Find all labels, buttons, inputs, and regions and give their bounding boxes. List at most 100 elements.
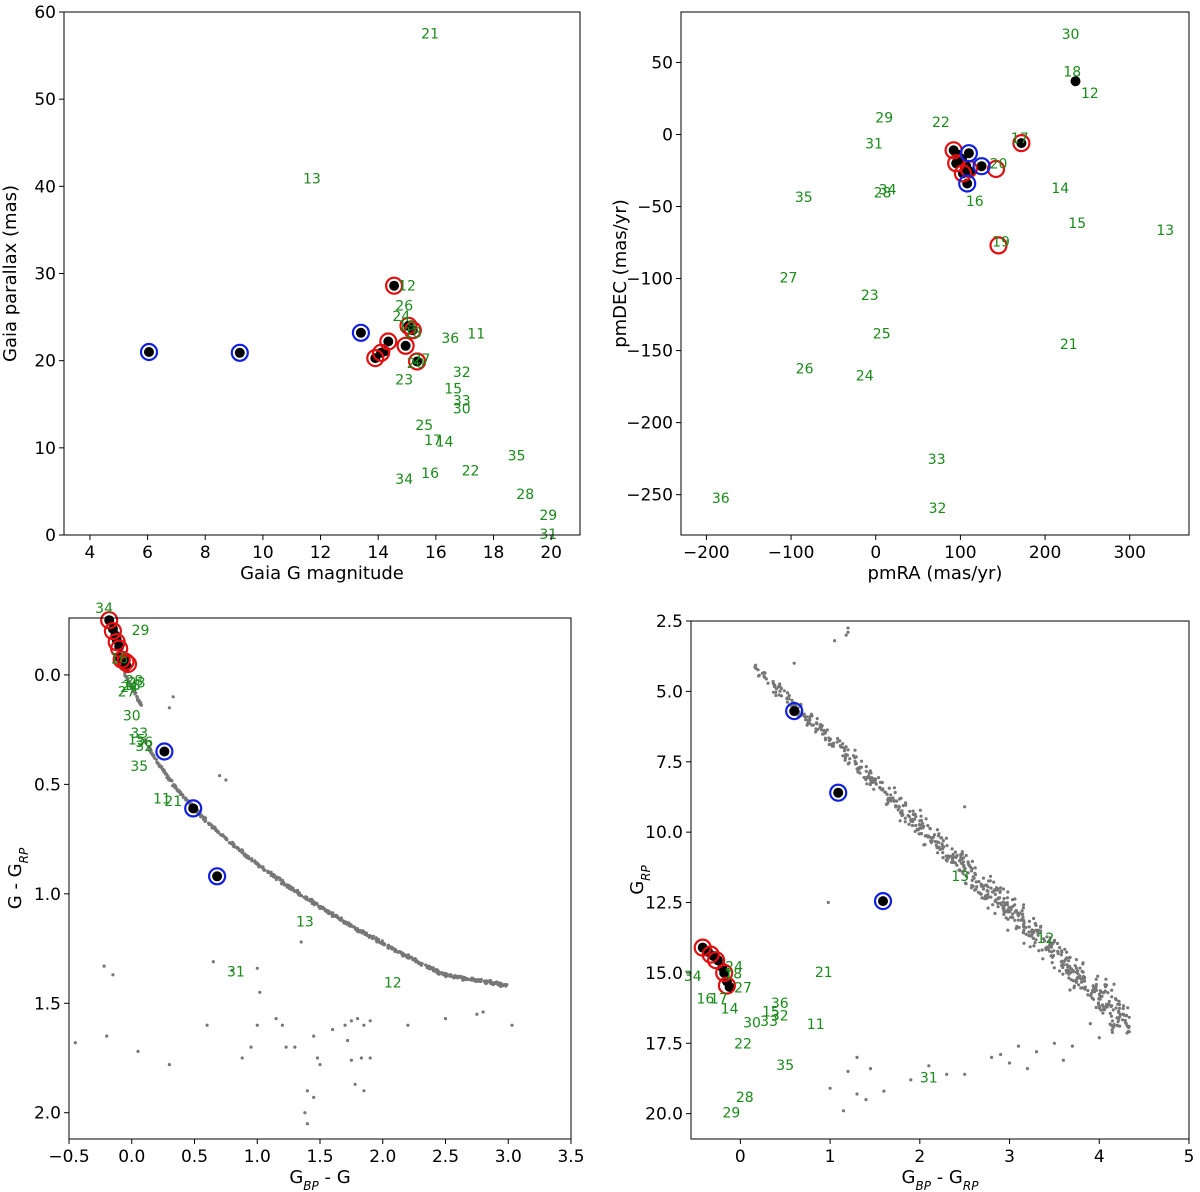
background-star — [1068, 988, 1072, 992]
background-star — [126, 678, 130, 683]
star-id-label: 36 — [712, 491, 730, 507]
background-star — [913, 829, 917, 834]
red-ring-marker — [715, 963, 734, 983]
y-tick-label: 10.0 — [645, 823, 683, 843]
star-id-label: 27 — [118, 684, 136, 700]
background-star — [992, 880, 996, 884]
x-axis-label: pmRA (mas/yr) — [868, 563, 1003, 584]
x-tick-label: −0.5 — [48, 1147, 89, 1167]
background-star — [963, 1072, 967, 1076]
background-star — [846, 1069, 850, 1073]
background-star — [1081, 986, 1085, 990]
background-star — [903, 820, 907, 824]
background-star — [175, 788, 179, 792]
background-star — [237, 847, 241, 851]
background-star — [839, 745, 843, 749]
red-ring-marker — [706, 951, 726, 970]
y-tick-label: 2.0 — [34, 1104, 61, 1124]
background-star — [463, 976, 467, 980]
background-star — [1051, 954, 1056, 958]
background-star — [207, 821, 211, 825]
data-point — [400, 340, 411, 351]
background-star — [1089, 991, 1094, 995]
star-id-label: 29 — [722, 1106, 740, 1122]
x-tick-label: 0 — [735, 1147, 746, 1167]
background-star — [874, 782, 878, 786]
background-star — [1094, 977, 1098, 981]
background-star — [1037, 949, 1041, 953]
background-star — [1069, 967, 1073, 971]
background-star — [1072, 986, 1076, 990]
y-tick-label: 40 — [34, 177, 56, 197]
background-star — [492, 982, 496, 986]
background-star — [913, 812, 917, 816]
y-tick-label: 10 — [34, 439, 56, 459]
background-star — [843, 754, 847, 759]
star-id-label: 28 — [736, 1090, 754, 1106]
star-id-label: 27 — [734, 980, 752, 996]
background-star — [136, 1049, 140, 1053]
background-star — [1077, 983, 1081, 987]
background-star — [951, 854, 955, 858]
background-star — [1048, 941, 1052, 945]
background-star — [1071, 969, 1076, 973]
data-point — [719, 967, 730, 978]
background-star — [471, 978, 475, 982]
background-star — [1083, 979, 1087, 983]
data-point — [355, 327, 366, 338]
background-star — [1009, 907, 1013, 912]
background-star — [73, 1041, 77, 1045]
background-star — [1034, 1050, 1039, 1054]
background-star — [880, 780, 884, 785]
background-star — [753, 665, 757, 669]
data-point — [412, 356, 423, 367]
background-star — [1097, 997, 1101, 1001]
background-star — [826, 900, 830, 905]
background-star — [941, 839, 946, 843]
y-tick-label: 30 — [34, 265, 56, 285]
x-tick-label: 1.5 — [306, 1147, 333, 1167]
background-star — [278, 878, 282, 882]
data-point — [383, 336, 394, 347]
background-star — [970, 878, 974, 883]
background-star — [415, 959, 419, 963]
background-star — [1118, 1006, 1122, 1010]
background-star — [927, 1064, 931, 1068]
background-star — [1055, 941, 1059, 946]
background-star — [814, 727, 818, 731]
background-star — [976, 890, 980, 894]
background-star — [887, 786, 891, 790]
background-star — [368, 1019, 372, 1023]
background-star — [311, 900, 316, 904]
background-star — [258, 864, 262, 868]
background-star — [1022, 941, 1026, 945]
data-point — [976, 161, 987, 172]
background-star — [124, 674, 128, 679]
star-id-label: 30 — [1062, 27, 1080, 43]
background-star — [227, 841, 231, 845]
background-star — [159, 765, 163, 769]
background-star — [996, 905, 1000, 909]
background-star — [918, 808, 922, 812]
background-star — [939, 836, 943, 840]
background-star — [1096, 1001, 1101, 1005]
background-star — [1081, 962, 1085, 966]
background-star — [371, 934, 376, 939]
background-star — [219, 833, 223, 837]
background-star — [218, 774, 222, 778]
red-ring-marker — [116, 652, 135, 671]
background-star — [1107, 1003, 1111, 1007]
background-star — [981, 876, 986, 880]
background-star — [1067, 972, 1071, 976]
background-star — [312, 1095, 316, 1099]
background-star — [214, 827, 218, 832]
background-star — [1019, 918, 1023, 922]
background-star — [774, 693, 778, 698]
background-star — [988, 879, 992, 883]
star-id-label: 29 — [539, 508, 557, 524]
star-id-label: 16 — [421, 466, 439, 482]
background-star — [1013, 918, 1017, 922]
background-star — [1067, 956, 1071, 960]
